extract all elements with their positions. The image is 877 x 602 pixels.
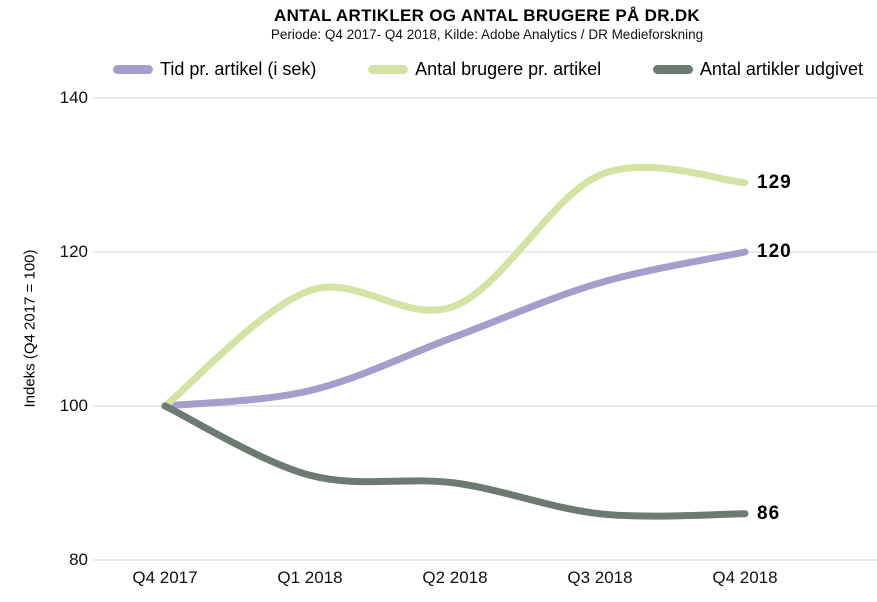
x-tick-label: Q2 2018 — [422, 568, 488, 587]
legend-item-tid-pr-artikel: Tid pr. artikel (i sek) — [113, 59, 316, 80]
y-tick-label: 120 — [59, 242, 88, 261]
legend-item-antal-artikler: Antal artikler udgivet — [652, 58, 863, 80]
y-tick-label: 100 — [59, 396, 88, 415]
chart-title: ANTAL ARTIKLER OG ANTAL BRUGERE PÅ DR.DK — [274, 6, 700, 25]
series-end-value-label: 86 — [757, 502, 781, 524]
legend-item-antal-brugere: Antal brugere pr. artikel — [368, 59, 601, 80]
legend-label: Tid pr. artikel (i sek) — [160, 58, 317, 79]
legend-swatch-darkgray-line-icon — [652, 64, 693, 74]
legend-swatch-green-line-icon — [368, 64, 409, 74]
legend-label: Antal artikler udgivet — [699, 58, 863, 79]
y-tick-label: 140 — [59, 88, 88, 107]
series-line-1 — [161, 163, 749, 410]
legend-label: Antal brugere pr. artikel — [415, 58, 602, 79]
x-tick-label: Q3 2018 — [567, 568, 633, 587]
series-line-2 — [161, 402, 749, 520]
x-tick-label: Q1 2018 — [277, 568, 343, 587]
x-tick-label: Q4 2018 — [712, 568, 778, 587]
legend: Tid pr. artikel (i sek) Antal brugere pr… — [113, 56, 863, 82]
y-tick-label: 80 — [69, 550, 88, 569]
legend-swatch-purple-line-icon — [113, 64, 153, 74]
series-end-value-label: 120 — [757, 241, 792, 262]
x-tick-label: Q4 2017 — [132, 568, 198, 587]
series-line-0 — [161, 248, 749, 410]
series-end-value-label: 129 — [757, 171, 792, 193]
chart-subtitle: Periode: Q4 2017- Q4 2018, Kilde: Adobe … — [270, 27, 704, 42]
